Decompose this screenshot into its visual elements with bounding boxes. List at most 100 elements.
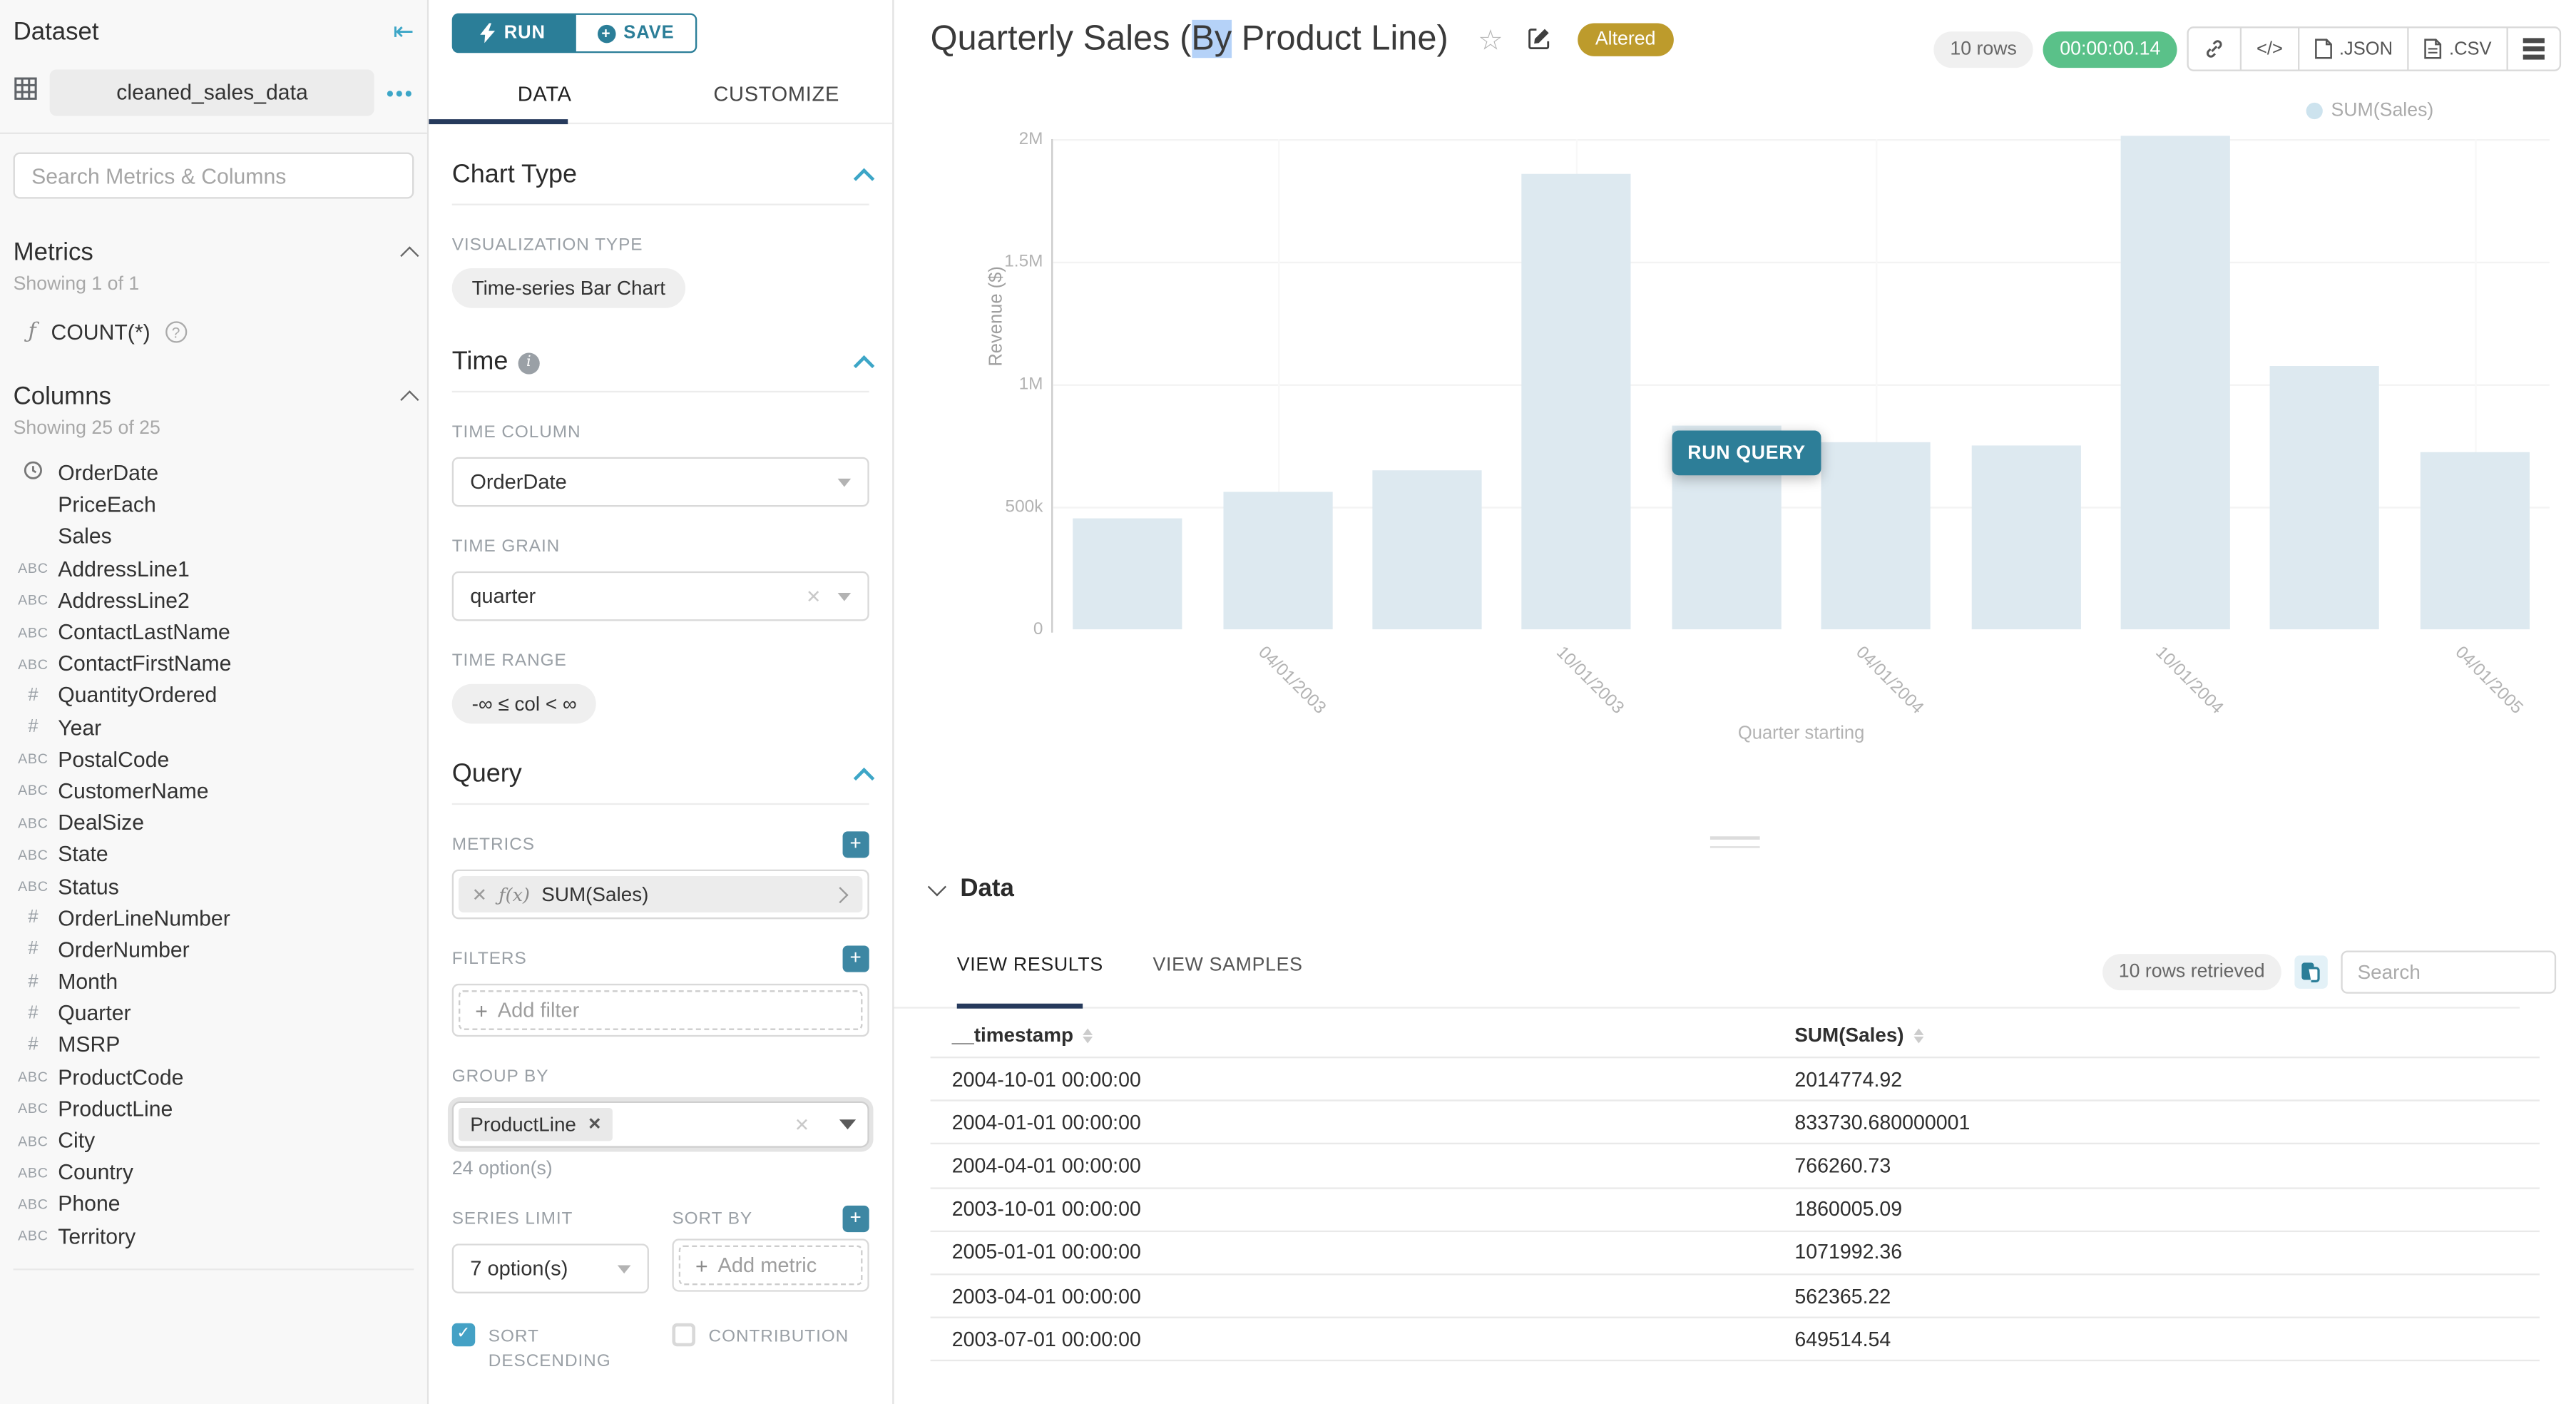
dataset-name[interactable]: cleaned_sales_data: [49, 69, 375, 116]
metric-chip[interactable]: ✕ ƒ(x) SUM(Sales): [459, 875, 863, 913]
menu-button[interactable]: [2506, 28, 2560, 70]
panel-resize-handle[interactable]: [1709, 836, 1760, 855]
column-item[interactable]: ABC ProductCode: [14, 1061, 414, 1093]
remove-icon[interactable]: ✕: [588, 1115, 602, 1134]
column-label: PriceEach: [58, 492, 156, 517]
group-by-select[interactable]: ProductLine ✕ ✕: [451, 1101, 869, 1148]
run-query-button[interactable]: RUN QUERY: [1672, 430, 1821, 476]
column-item[interactable]: ABC DealSize: [14, 807, 414, 839]
column-item[interactable]: # OrderLineNumber: [14, 902, 414, 934]
time-range-value[interactable]: -∞ ≤ col < ∞: [451, 683, 597, 724]
sort-icon[interactable]: [1913, 1027, 1924, 1043]
column-item[interactable]: Sales: [14, 521, 414, 553]
bar-2003-01-01[interactable]: [1073, 519, 1182, 630]
column-item[interactable]: PriceEach: [14, 489, 414, 521]
column-item[interactable]: ABC ContactFirstName: [14, 648, 414, 680]
altered-badge[interactable]: Altered: [1577, 23, 1674, 56]
column-item[interactable]: ABC ContactLastName: [14, 616, 414, 648]
table-row[interactable]: 2003-10-01 00:00:00 1860005.09: [930, 1186, 2540, 1230]
add-metric-button[interactable]: +: [842, 831, 869, 858]
viz-type-value[interactable]: Time-series Bar Chart: [451, 268, 685, 308]
column-item[interactable]: ABC ProductLine: [14, 1093, 414, 1125]
bar-2003-07-01[interactable]: [1372, 469, 1482, 630]
column-item[interactable]: ABC Phone: [14, 1188, 414, 1220]
column-item[interactable]: OrderDate: [14, 457, 414, 489]
search-metrics-columns-input[interactable]: [13, 152, 414, 199]
column-item[interactable]: # OrderNumber: [14, 934, 414, 966]
column-item[interactable]: ABC AddressLine1: [14, 552, 414, 584]
edit-title-icon[interactable]: [1526, 21, 1560, 59]
favorite-star-icon[interactable]: ☆: [1478, 24, 1503, 56]
add-sort-metric-button[interactable]: +: [842, 1205, 869, 1233]
collapse-columns-icon[interactable]: [400, 390, 419, 409]
bar-2003-10-01[interactable]: [1522, 173, 1632, 630]
column-item[interactable]: ABC Status: [14, 870, 414, 902]
share-link-button[interactable]: [2189, 28, 2240, 69]
chart-legend[interactable]: SUM(Sales): [2306, 101, 2433, 121]
collapse-metrics-icon[interactable]: [400, 245, 419, 265]
table-row[interactable]: 2003-04-01 00:00:00 562365.22: [930, 1273, 2540, 1317]
column-item[interactable]: # Year: [14, 711, 414, 743]
column-item[interactable]: # MSRP: [14, 1029, 414, 1061]
column-item[interactable]: ABC City: [14, 1124, 414, 1156]
info-icon[interactable]: i: [518, 352, 540, 374]
tab-view-results[interactable]: VIEW RESULTS: [956, 955, 1103, 976]
export-csv-button[interactable]: .CSV: [2407, 28, 2507, 70]
column-item[interactable]: # Quarter: [14, 997, 414, 1029]
run-button[interactable]: RUN: [451, 13, 575, 54]
table-row[interactable]: 2004-10-01 00:00:00 2014774.92: [930, 1057, 2540, 1100]
group-by-chip[interactable]: ProductLine ✕: [459, 1107, 613, 1141]
column-item[interactable]: ABC PostalCode: [14, 743, 414, 775]
contribution-checkbox[interactable]: CONTRIBUTION: [672, 1323, 869, 1350]
collapse-section-icon[interactable]: [853, 167, 875, 189]
value-cell: 1071992.36: [1794, 1241, 1903, 1264]
table-row[interactable]: 2004-04-01 00:00:00 766260.73: [930, 1143, 2540, 1187]
series-limit-select[interactable]: 7 option(s): [451, 1243, 649, 1293]
tab-data[interactable]: DATA: [517, 83, 572, 106]
collapse-panel-icon[interactable]: ⇤: [393, 18, 414, 46]
bar-2003-04-01[interactable]: [1222, 491, 1332, 630]
bar-2004-04-01[interactable]: [1821, 441, 1931, 630]
sort-descending-checkbox[interactable]: ✓ SORT DESCENDING: [451, 1323, 649, 1375]
bar-2005-04-01[interactable]: [2420, 452, 2530, 630]
column-item[interactable]: # Month: [14, 965, 414, 997]
add-filter-dropzone[interactable]: + Add filter: [459, 990, 863, 1030]
collapse-section-icon[interactable]: [853, 766, 875, 788]
tab-customize[interactable]: CUSTOMIZE: [713, 83, 840, 106]
time-column-select[interactable]: OrderDate: [451, 457, 869, 507]
active-tab-indicator: [429, 119, 568, 125]
time-grain-select[interactable]: quarter ✕: [451, 571, 869, 621]
chart-title[interactable]: Quarterly Sales (By Product Line) ☆ Alte…: [931, 19, 1674, 61]
column-item[interactable]: ABC State: [14, 838, 414, 870]
table-row[interactable]: 2005-01-01 00:00:00 1071992.36: [930, 1230, 2540, 1273]
results-search-input[interactable]: [2341, 950, 2557, 994]
results-collapse-header[interactable]: Data: [927, 875, 1014, 902]
help-icon[interactable]: ?: [165, 320, 187, 342]
table-row[interactable]: 2003-07-01 00:00:00 649514.54: [930, 1316, 2540, 1360]
column-item[interactable]: ABC AddressLine2: [14, 584, 414, 616]
add-filter-button[interactable]: +: [842, 945, 869, 972]
column-item[interactable]: ABC Territory: [14, 1220, 414, 1252]
column-item[interactable]: ABC CustomerName: [14, 775, 414, 807]
column-header[interactable]: __timestamp: [952, 1024, 1795, 1047]
clear-icon[interactable]: ✕: [794, 1115, 810, 1136]
bar-2004-07-01[interactable]: [1971, 445, 2080, 630]
bar-2005-01-01[interactable]: [2270, 366, 2380, 630]
sort-icon[interactable]: [1083, 1027, 1093, 1043]
remove-icon[interactable]: ✕: [471, 885, 487, 905]
bar-2004-10-01[interactable]: [2120, 135, 2230, 630]
save-button[interactable]: + SAVE: [574, 13, 697, 54]
tab-view-samples[interactable]: VIEW SAMPLES: [1152, 955, 1303, 976]
add-metric-dropzone[interactable]: + Add metric: [678, 1245, 863, 1286]
column-item[interactable]: # QuantityOrdered: [14, 679, 414, 711]
collapse-section-icon[interactable]: [853, 354, 875, 376]
column-header[interactable]: SUM(Sales): [1794, 1024, 2540, 1047]
embed-code-button[interactable]: </>: [2239, 28, 2298, 70]
copy-data-button[interactable]: [2294, 955, 2328, 989]
column-item[interactable]: ABC Country: [14, 1156, 414, 1189]
metric-item[interactable]: ƒ COUNT(*) ?: [14, 316, 414, 346]
export-json-button[interactable]: .JSON: [2297, 28, 2408, 70]
table-row[interactable]: 2004-01-01 00:00:00 833730.680000001: [930, 1099, 2540, 1144]
dataset-more-icon[interactable]: •••: [386, 80, 414, 106]
clear-icon[interactable]: ✕: [805, 586, 822, 607]
